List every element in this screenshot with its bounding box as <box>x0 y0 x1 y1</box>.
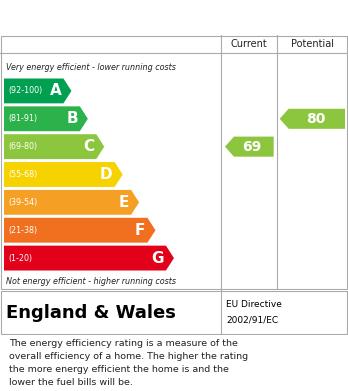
Polygon shape <box>280 109 345 129</box>
Text: Energy Efficiency Rating: Energy Efficiency Rating <box>9 10 211 25</box>
Text: (21-38): (21-38) <box>8 226 37 235</box>
Polygon shape <box>4 218 156 243</box>
Polygon shape <box>4 162 123 187</box>
Text: 80: 80 <box>306 112 325 126</box>
Text: Potential: Potential <box>291 39 334 49</box>
Text: (92-100): (92-100) <box>8 86 42 95</box>
Text: E: E <box>119 195 129 210</box>
Text: The energy efficiency rating is a measure of the
overall efficiency of a home. T: The energy efficiency rating is a measur… <box>9 339 248 387</box>
Text: EU Directive: EU Directive <box>226 300 282 309</box>
Polygon shape <box>225 136 274 157</box>
Text: B: B <box>66 111 78 126</box>
Polygon shape <box>4 79 71 103</box>
Text: C: C <box>83 139 94 154</box>
Polygon shape <box>4 190 139 215</box>
Text: (39-54): (39-54) <box>8 198 37 207</box>
Polygon shape <box>4 246 174 271</box>
Text: Very energy efficient - lower running costs: Very energy efficient - lower running co… <box>6 63 176 72</box>
Polygon shape <box>4 134 104 159</box>
Text: Current: Current <box>230 39 267 49</box>
Text: D: D <box>100 167 113 182</box>
Text: A: A <box>50 83 62 99</box>
Text: 2002/91/EC: 2002/91/EC <box>226 316 278 325</box>
Text: 69: 69 <box>242 140 261 154</box>
Text: G: G <box>151 251 164 265</box>
Text: Not energy efficient - higher running costs: Not energy efficient - higher running co… <box>6 276 176 285</box>
Polygon shape <box>4 106 88 131</box>
Text: England & Wales: England & Wales <box>6 303 176 321</box>
Text: F: F <box>135 223 145 238</box>
Text: (81-91): (81-91) <box>8 114 37 123</box>
Text: (55-68): (55-68) <box>8 170 37 179</box>
Text: (1-20): (1-20) <box>8 254 32 263</box>
Text: (69-80): (69-80) <box>8 142 37 151</box>
